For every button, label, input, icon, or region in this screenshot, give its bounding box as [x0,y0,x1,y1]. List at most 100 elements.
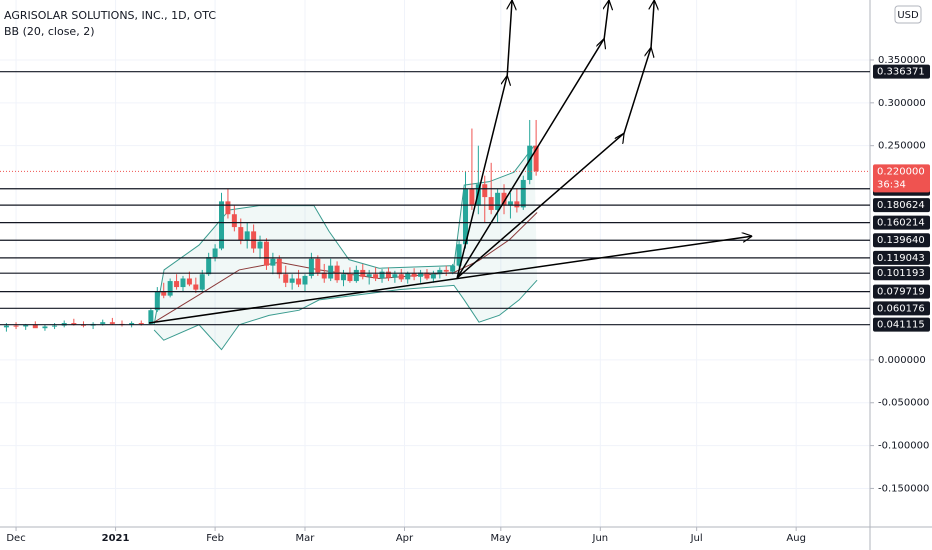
candle-body [308,258,314,276]
x-tick-label: Feb [206,533,224,544]
level-label-box [873,284,930,299]
candle-body [379,271,385,279]
candle-body [52,325,58,327]
candle-body [430,274,436,279]
level-label: 0.101193 [877,268,925,279]
y-tick-label: 0.250000 [878,141,926,152]
currency-box[interactable] [894,5,922,24]
candle-body [437,269,443,275]
y-tick-label: 0.350000 [878,55,926,66]
level-label-box [873,215,930,230]
x-tick-label: Mar [296,533,316,544]
candle-body [71,323,77,325]
candle-body [405,273,411,280]
currency[interactable]: USD [897,10,919,21]
candle-body [385,271,391,278]
candle-body [507,201,513,206]
candle-body [231,214,237,228]
candle-body [289,278,295,283]
y-tick-label: -0.050000 [878,398,929,409]
candle-body [174,281,180,288]
candle-body [296,278,302,285]
y-tick-label: 0.000000 [878,355,926,366]
level-label-box [873,317,930,332]
band-lower [153,279,538,351]
candle-body [257,241,263,249]
candle-body [193,284,199,290]
candle-body [495,192,501,210]
y-tick-label: 0.300000 [878,98,926,109]
candle-body [148,310,154,324]
candle-body [270,258,276,266]
x-tick-label: Jun [592,533,609,544]
candle-body [527,145,533,180]
last-price-box [873,164,930,193]
candle-body [161,291,167,296]
candle-body [276,258,282,275]
candle-body [32,324,38,329]
candle-body [347,274,353,282]
candle-body [341,274,347,281]
candle-body [373,274,379,279]
level-label-box [873,233,930,248]
candle-body [186,278,192,285]
level-label-box [873,266,930,281]
band-basis [153,212,538,323]
candle-body [180,278,186,288]
candle-body [109,322,115,324]
candle-body [238,227,244,240]
candle-body [456,244,462,266]
candle-body [206,257,212,275]
candle-body [263,241,269,266]
candle-body [424,272,430,279]
candle-body [482,184,488,198]
candle-body [23,324,29,327]
candle-body [302,275,308,285]
candle-body [42,326,48,329]
candle-body [321,272,327,279]
level-label-box [873,64,930,79]
candle-body [353,269,359,282]
x-tick-label: Jul [690,533,703,544]
candle-body [462,188,468,245]
candle-body [100,322,106,324]
candle-body [328,265,334,279]
trend-arrow [456,0,512,279]
countdown: 36:34 [877,179,906,190]
x-tick-label: Dec [6,533,25,544]
candle-body [411,273,417,277]
y-tick-label: -0.100000 [878,441,929,452]
candle-body [167,281,173,296]
candle-body [488,197,494,210]
band-fill [154,145,538,350]
x-tick-label: 2021 [102,533,130,544]
x-tick-label: May [490,533,511,544]
trend-arrow [456,0,609,279]
candle-body [366,274,372,277]
level-label-box [873,250,930,265]
candle-body [212,248,218,258]
level-label-box [873,301,930,316]
indicator-label: BB (20, close, 2) [4,25,95,38]
candle-body [398,274,404,280]
candle-body [418,272,424,277]
trend-arrow [148,236,752,324]
candle-body [469,188,475,206]
level-label: 0.119043 [877,253,925,264]
level-label-box [873,198,930,213]
candle-body [520,179,526,208]
level-label: 0.041115 [877,320,925,331]
level-label: 0.139640 [877,235,925,246]
candle-body [450,265,456,272]
last-price-label: 0.220000 [877,166,925,177]
candle-body [533,145,539,172]
x-tick-label: Apr [396,533,414,544]
level-label: 0.180624 [877,200,925,211]
x-tick-label: Aug [786,533,806,544]
candle-body [154,291,160,311]
candle-body [244,231,250,240]
level-label: 0.336371 [877,67,925,78]
candle-body [501,192,507,206]
candle-body [443,269,449,272]
